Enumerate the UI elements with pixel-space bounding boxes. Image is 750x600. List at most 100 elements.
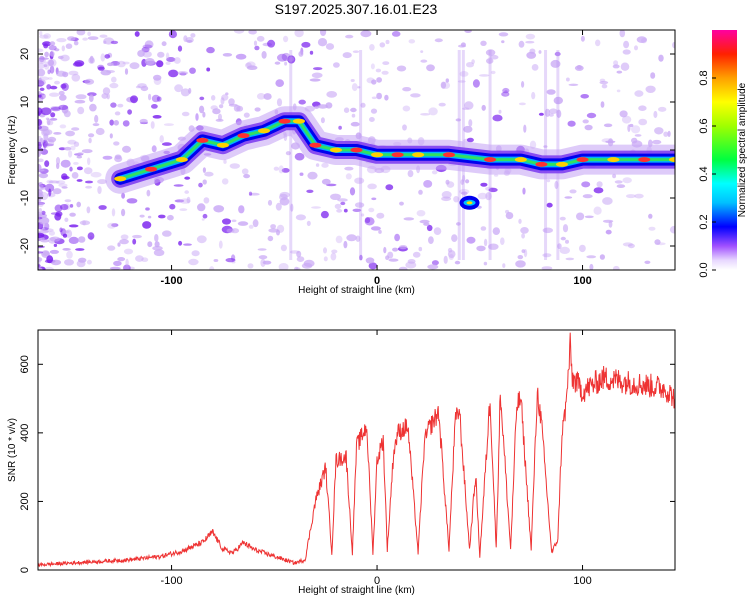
noise-speckle — [412, 251, 421, 258]
noise-speckle — [368, 262, 378, 270]
noise-speckle — [354, 202, 365, 208]
noise-speckle — [62, 71, 69, 78]
noise-speckle — [81, 149, 93, 154]
noise-speckle — [40, 107, 52, 116]
noise-speckle — [152, 115, 162, 119]
noise-speckle — [359, 254, 363, 261]
noise-speckle — [426, 224, 433, 232]
noise-speckle — [151, 145, 157, 153]
noise-speckle — [410, 93, 421, 98]
noise-speckle — [190, 33, 196, 38]
noise-speckle — [61, 175, 70, 180]
noise-speckle — [38, 201, 46, 205]
noise-speckle — [605, 140, 616, 144]
noise-speckle — [218, 104, 224, 109]
noise-speckle — [593, 206, 602, 215]
noise-speckle — [75, 248, 85, 251]
noise-speckle — [296, 256, 305, 262]
noise-speckle — [148, 93, 152, 101]
noise-speckle — [402, 105, 411, 112]
noise-speckle — [82, 220, 86, 226]
noise-speckle — [638, 118, 648, 126]
noise-speckle — [648, 226, 656, 231]
noise-speckle — [103, 40, 107, 44]
ridge-peak — [412, 152, 425, 158]
noise-speckle — [122, 145, 131, 153]
noise-speckle — [623, 40, 630, 49]
noise-speckle — [49, 65, 55, 74]
noise-speckle — [343, 107, 350, 113]
noise-speckle — [38, 125, 43, 130]
y-tick-label: -20 — [19, 238, 31, 254]
noise-speckle — [523, 124, 527, 133]
noise-speckle — [113, 120, 120, 126]
noise-speckle — [38, 94, 42, 98]
noise-speckle — [602, 219, 614, 223]
noise-speckle — [462, 107, 470, 110]
noise-speckle — [622, 242, 634, 247]
noise-speckle — [360, 30, 372, 38]
ridge-peak — [442, 152, 455, 158]
noise-speckle — [153, 249, 165, 257]
noise-speckle — [433, 227, 442, 236]
noise-speckle — [261, 51, 267, 59]
noise-speckle — [39, 93, 46, 100]
noise-speckle — [325, 43, 335, 50]
noise-speckle — [167, 214, 174, 221]
noise-speckle — [616, 89, 621, 93]
noise-speckle — [220, 97, 225, 105]
noise-speckle — [109, 266, 121, 270]
noise-speckle — [168, 30, 177, 39]
noise-speckle — [613, 60, 619, 66]
noise-speckle — [77, 106, 85, 115]
noise-speckle — [47, 58, 57, 67]
noise-speckle — [418, 189, 423, 195]
noise-speckle — [156, 60, 164, 68]
noise-speckle — [579, 244, 586, 253]
noise-speckle — [370, 63, 375, 70]
noise-speckle — [343, 208, 348, 213]
noise-speckle — [222, 53, 233, 57]
noise-speckle — [107, 222, 117, 229]
noise-speckle — [567, 120, 576, 127]
noise-speckle — [423, 180, 433, 188]
noise-speckle — [185, 37, 194, 43]
ridge-peak — [350, 147, 363, 153]
noise-speckle — [273, 166, 279, 171]
noise-speckle — [66, 250, 73, 259]
noise-speckle — [663, 131, 669, 137]
noise-speckle — [619, 30, 626, 38]
noise-speckle — [463, 125, 473, 133]
spectrogram-heatmap — [38, 30, 675, 270]
ridge-peak — [292, 118, 305, 124]
noise-speckle — [562, 224, 569, 233]
noise-speckle — [144, 40, 154, 49]
noise-speckle — [394, 233, 400, 242]
colorbar-tick-label: 0.8 — [698, 70, 710, 85]
noise-speckle — [42, 41, 52, 47]
noise-speckle — [283, 35, 289, 43]
noise-speckle — [62, 248, 70, 251]
noise-speckle — [221, 94, 229, 101]
noise-speckle — [209, 266, 215, 270]
colorbar-tick-label: 0.2 — [698, 214, 710, 229]
ridge-peak — [607, 157, 620, 163]
noise-speckle — [65, 43, 73, 49]
noise-speckle — [270, 224, 276, 229]
noise-speckle — [87, 31, 91, 36]
noise-speckle — [38, 257, 43, 262]
noise-speckle — [278, 263, 289, 270]
noise-speckle — [480, 40, 487, 46]
noise-speckle — [161, 41, 167, 47]
ridge-peak — [638, 157, 651, 163]
noise-speckle — [38, 48, 44, 53]
noise-speckle — [48, 139, 55, 147]
snr-series-line — [38, 332, 675, 568]
noise-speckle — [87, 92, 97, 97]
noise-speckle — [65, 130, 75, 137]
ridge-peak — [371, 152, 384, 158]
noise-speckle — [43, 141, 47, 149]
noise-speckle — [285, 151, 291, 156]
noise-speckle — [460, 179, 465, 185]
colorbar-tick-label: 0.6 — [698, 118, 710, 133]
